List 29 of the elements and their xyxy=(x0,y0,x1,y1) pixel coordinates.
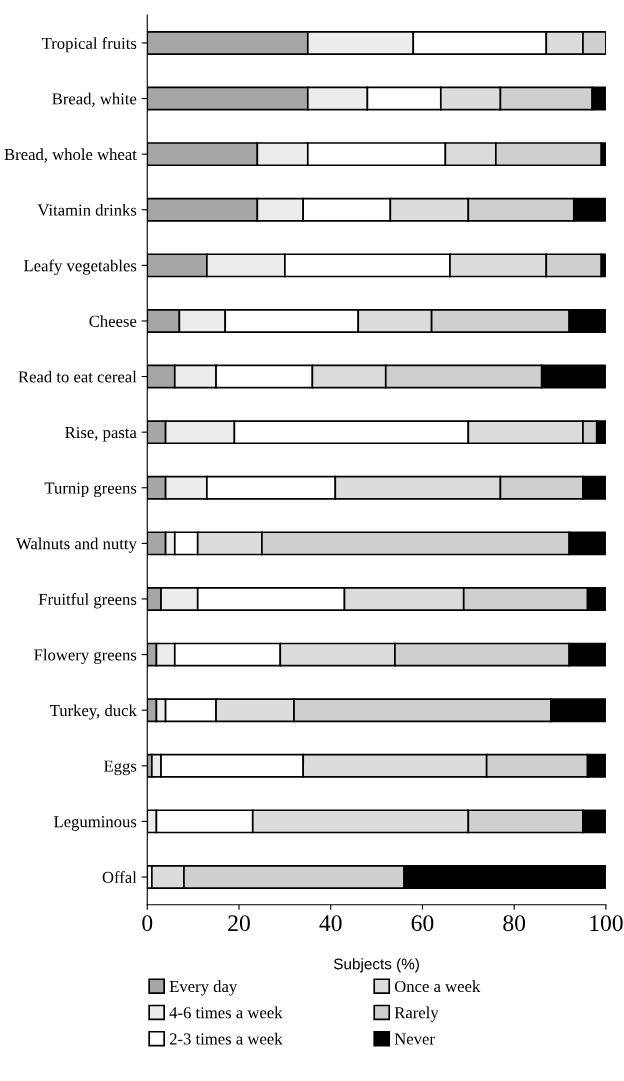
legend-label: Never xyxy=(394,1033,435,1045)
y-tick-label: Turkey, duck xyxy=(49,704,137,720)
x-axis-title: Subjects (%) xyxy=(333,958,419,973)
x-tick-label: 100 xyxy=(590,915,623,932)
legend-label: 4-6 times a week xyxy=(169,1006,283,1019)
y-tick-label: Leguminous xyxy=(54,816,137,831)
legend-label: Every day xyxy=(169,980,238,996)
y-tick-label: Eggs xyxy=(103,760,137,776)
x-tick-label: 0 xyxy=(142,915,153,932)
x-tick-label: 80 xyxy=(503,915,526,932)
legend-label: 2-3 times a week xyxy=(169,1032,283,1045)
x-tick-label: 40 xyxy=(319,915,342,932)
y-tick-label: Offal xyxy=(102,871,137,883)
legend-label: Once a week xyxy=(394,980,481,993)
y-tick-label: Cheese xyxy=(89,315,137,327)
y-tick-label: Walnuts and nutty xyxy=(15,537,137,553)
y-tick-label: Rise, pasta xyxy=(65,426,137,442)
x-tick-label: 60 xyxy=(411,915,434,932)
legend-label: Rarely xyxy=(394,1006,439,1022)
y-tick-label: Flowery greens xyxy=(34,648,137,664)
y-tick-label: Fruitful greens xyxy=(38,593,137,609)
y-tick-label: Bread, white xyxy=(52,92,137,107)
x-tick-label: 20 xyxy=(228,915,250,932)
y-tick-label: Read to eat cereal xyxy=(18,370,137,383)
y-tick-label: Tropical fruits xyxy=(41,37,137,53)
y-tick-label: Vitamin drinks xyxy=(37,203,137,216)
y-tick-label: Bread, whole wheat xyxy=(4,148,137,163)
y-tick-label: Turnip greens xyxy=(44,482,137,498)
y-tick-label: Leafy vegetables xyxy=(23,259,137,275)
